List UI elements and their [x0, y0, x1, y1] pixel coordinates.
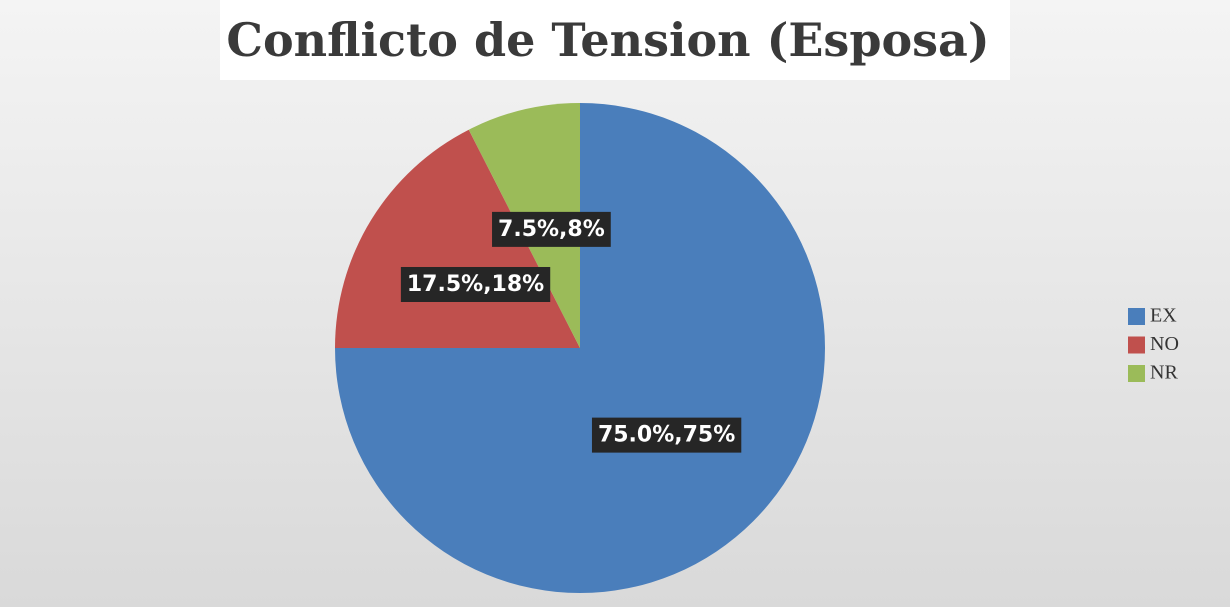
legend-label: NR: [1150, 362, 1178, 384]
legend-swatch: [1128, 336, 1145, 354]
legend-label: NO: [1150, 333, 1179, 355]
chart-title: Conflicto de Tension (Esposa): [226, 13, 989, 67]
data-label-box: [591, 417, 742, 453]
title-band: [220, 0, 1010, 80]
data-label-box: [492, 211, 611, 247]
data-label: 17.5%,18%: [407, 272, 544, 297]
legend-swatch: [1128, 308, 1145, 325]
data-label: 75.0%,75%: [598, 423, 735, 448]
legend-label: EX: [1150, 305, 1177, 327]
legend-swatch: [1128, 365, 1145, 382]
data-label: 7.5%,8%: [498, 217, 605, 242]
data-label-box: [400, 266, 551, 302]
